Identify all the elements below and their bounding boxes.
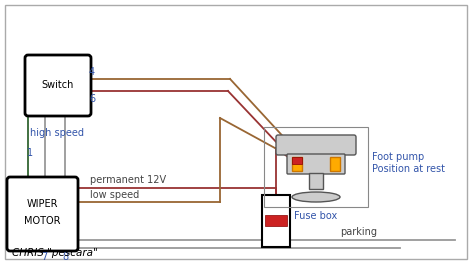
Text: CHRIS "pescara": CHRIS "pescara"	[12, 248, 98, 258]
Bar	[292, 157, 302, 171]
Text: 6: 6	[89, 94, 95, 104]
Text: MOTOR: MOTOR	[24, 216, 61, 226]
FancyBboxPatch shape	[25, 55, 91, 116]
Text: high speed: high speed	[30, 128, 84, 138]
Text: Position at rest: Position at rest	[372, 164, 445, 174]
Text: WIPER: WIPER	[27, 199, 58, 209]
Text: parking: parking	[340, 227, 377, 237]
Bar	[330, 157, 340, 171]
FancyBboxPatch shape	[276, 135, 356, 155]
Text: 1: 1	[27, 148, 33, 158]
Text: Switch: Switch	[42, 81, 74, 90]
FancyBboxPatch shape	[287, 154, 345, 174]
Bar	[265, 215, 287, 226]
FancyBboxPatch shape	[7, 177, 78, 251]
Text: 4: 4	[89, 67, 95, 77]
Bar	[292, 157, 302, 164]
Text: permanent 12V: permanent 12V	[90, 175, 166, 185]
Bar	[309, 173, 323, 189]
Bar	[262, 195, 290, 247]
Text: 7: 7	[42, 252, 48, 262]
Bar	[264, 127, 368, 207]
Text: Fuse box: Fuse box	[294, 211, 337, 221]
Text: Foot pump: Foot pump	[372, 152, 424, 162]
Text: low speed: low speed	[90, 190, 139, 200]
Ellipse shape	[292, 192, 340, 202]
Text: 8: 8	[62, 252, 68, 262]
